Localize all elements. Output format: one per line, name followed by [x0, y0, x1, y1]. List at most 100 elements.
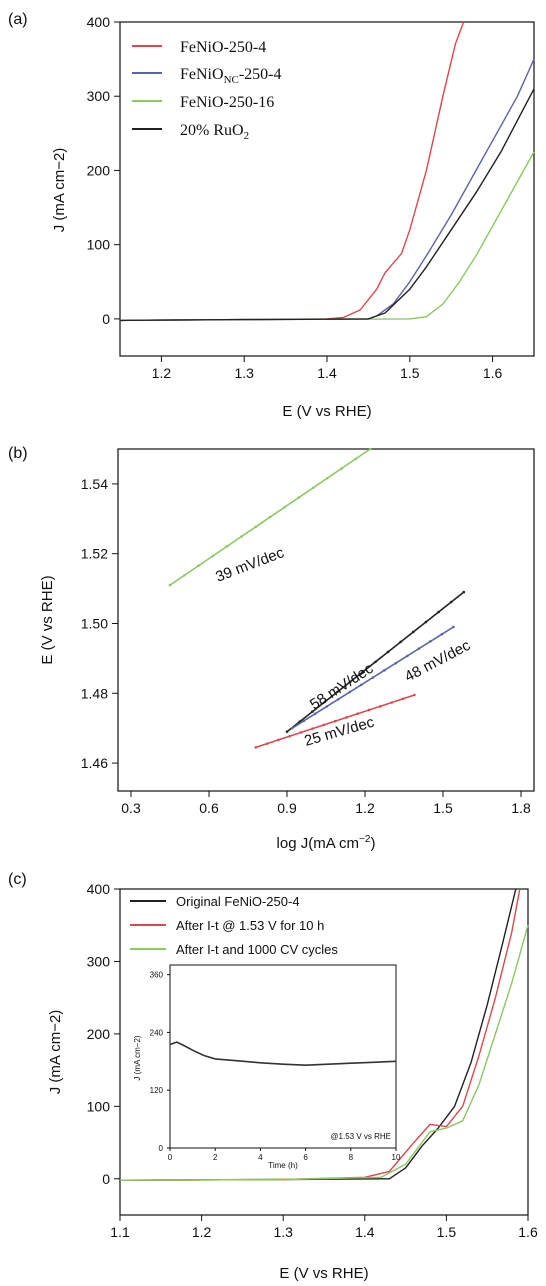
b-curves-point-0-7 [268, 515, 272, 519]
a-grid-ytick-label-0: 0 [102, 311, 110, 327]
inset-series [169, 1041, 397, 1067]
b-curves-point-1-5 [348, 680, 352, 684]
b-curves-point-0-10 [311, 486, 315, 490]
b-curves-point-0-14 [368, 447, 372, 451]
inset-grid-ytick-label-0: 0 [159, 1144, 164, 1153]
panel-b-ylabel: E (V vs RHE) [39, 575, 56, 664]
b-curves-point-1-14 [462, 590, 466, 594]
b-curves-point-0-13 [354, 457, 358, 461]
panel-a-ticks: 1.2 1.3 1.4 1.5 1.6 0 100 200 300 400 [87, 14, 503, 381]
b-curves-point-1-2 [310, 710, 314, 714]
b-curves-point-3-13 [401, 697, 405, 701]
panel-b-curves [168, 447, 466, 749]
inset-ticks: 0 2 4 6 8 10 0 120 240 360 [150, 971, 401, 1162]
b-curves-point-2-1 [302, 719, 306, 723]
a-grid-ytick-label-3: 300 [87, 88, 111, 104]
panel-a-curves [119, 21, 535, 322]
b-curves-point-0-11 [326, 476, 329, 480]
a-curves-series-0 [119, 21, 465, 322]
inset-frame [169, 964, 397, 1149]
inset-annotation: @1.53 V vs RHE [330, 1132, 391, 1141]
b-curves-point-1-7 [374, 660, 377, 664]
c-grid-xtick-label-4: 1.5 [437, 1224, 457, 1240]
b-curves-point-2-6 [359, 683, 363, 687]
panel-a-xlabel: E (V vs RHE) [282, 403, 371, 420]
panel-c-inset: 0 2 4 6 8 10 0 120 240 360 Time (h) J (mA cm−2) @… [133, 964, 401, 1170]
b-curves-point-2-0 [290, 726, 294, 730]
b-curves-point-1-6 [361, 670, 365, 674]
b-curves-point-1-12 [437, 610, 440, 614]
b-curves-point-3-7 [333, 719, 337, 723]
slope-label-blue: 48 mV/dec [402, 637, 474, 686]
a-grid-xtick-label-2: 1.4 [317, 365, 337, 381]
panel-c-frame [119, 888, 529, 1216]
a-grid-xtick-label-4: 1.6 [483, 365, 503, 381]
b-curves-point-0-4 [225, 544, 229, 548]
a-grid-xtick-label-0: 1.2 [152, 365, 172, 381]
panel-a-label: (a) [8, 11, 28, 28]
legend-c-2: After I-t @ 1.53 V for 10 h [176, 918, 324, 933]
a-grid-ytick-label-4: 400 [87, 14, 111, 30]
b-curves-point-3-9 [356, 712, 360, 716]
inset-grid-xtick-label-0: 0 [168, 1153, 173, 1162]
b-curves-point-0-9 [297, 496, 301, 499]
b-curves-point-3-0 [254, 746, 258, 749]
b-grid-xtick-label-3: 1.2 [355, 800, 375, 816]
b-grid-xtick-label-1: 0.6 [199, 800, 219, 816]
b-curves-point-0-12 [340, 467, 343, 470]
inset-grid-xtick-label-4: 8 [349, 1153, 354, 1162]
c-curves-series-0 [119, 888, 517, 1181]
inset-curves [169, 1041, 397, 1067]
c-grid-xtick-label-3: 1.4 [355, 1224, 375, 1240]
a-grid-ytick-label-1: 100 [87, 237, 111, 253]
legend-a-1: FeNiO-250-4 [180, 39, 266, 56]
inset-grid-ytick-label-3: 360 [150, 971, 164, 980]
b-curves-point-2-5 [348, 690, 352, 694]
b-curves-point-3-11 [379, 704, 382, 708]
b-curves-point-3-3 [288, 734, 292, 738]
c-grid-ytick-label-4: 400 [87, 881, 111, 897]
inset-xlabel: Time (h) [268, 1161, 298, 1170]
b-curves-point-3-10 [367, 708, 371, 712]
b-curves-point-3-5 [311, 727, 314, 730]
panel-b: (b) 0.3 0.6 0.9 1.2 1.5 1.8 1.46 1.48 1.50 1.52 1.… [8, 445, 535, 852]
b-grid-xtick-label-4: 1.5 [433, 800, 453, 816]
slope-label-black: 58 mV/dec [307, 660, 377, 714]
b-curves-point-2-9 [394, 661, 398, 665]
panel-b-frame [117, 448, 535, 792]
b-curves-point-2-7 [371, 676, 375, 679]
c-grid-xtick-label-0: 1.1 [110, 1224, 130, 1240]
a-grid-xtick-label-1: 1.3 [234, 365, 254, 381]
b-grid-xtick-label-2: 0.9 [277, 800, 297, 816]
legend-a-3: FeNiO-250-16 [180, 94, 274, 111]
b-curves-point-1-9 [399, 640, 402, 644]
a-grid-ytick-label-2: 200 [87, 162, 111, 178]
b-curves-point-1-13 [449, 600, 453, 604]
b-grid-ytick-label-4: 1.54 [81, 476, 108, 492]
legend-c-1: Original FeNiO-250-4 [176, 894, 300, 909]
b-curves-point-2-10 [406, 654, 409, 658]
panel-c-curves [119, 888, 529, 1181]
inset-grid-ytick-label-2: 240 [150, 1028, 164, 1037]
b-curves-point-2-8 [383, 669, 386, 672]
inset-ylabel: J (mA cm−2) [133, 1035, 142, 1080]
b-curves-point-0-8 [283, 506, 286, 509]
legend-c-3: After I-t and 1000 CV cycles [176, 942, 338, 957]
b-curves-point-1-4 [336, 690, 339, 694]
b-curves-point-3-2 [277, 738, 280, 742]
b-curves-point-1-3 [323, 700, 327, 704]
a-curves-series-3 [119, 88, 535, 322]
c-grid-ytick-label-0: 0 [102, 1171, 110, 1187]
b-curves-point-3-14 [413, 693, 416, 697]
legend-a-4: 20% RuO2 [180, 122, 249, 142]
b-curves-point-2-11 [417, 647, 421, 650]
b-curves-point-3-8 [345, 716, 348, 719]
c-grid-xtick-label-2: 1.3 [273, 1224, 293, 1240]
panel-b-ticks: 0.3 0.6 0.9 1.2 1.5 1.8 1.46 1.48 1.50 1.52 1.54 [81, 476, 531, 816]
b-grid-ytick-label-0: 1.46 [81, 755, 108, 771]
legend-a-2: FeNiONC-250-4 [180, 66, 282, 86]
panel-c-label: (c) [8, 871, 27, 888]
b-curves-point-1-11 [424, 620, 428, 624]
panel-a-ylabel: J (mA cm−2) [51, 148, 68, 233]
b-curves-point-0-1 [183, 574, 186, 577]
